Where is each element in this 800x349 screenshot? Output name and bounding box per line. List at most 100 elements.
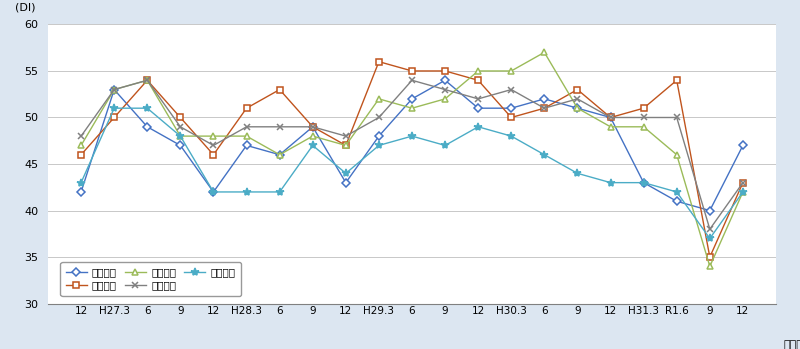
県央地域 [374,60,384,64]
県西地域 [374,143,384,148]
鹿行地域 [308,134,318,138]
県央地域 [275,88,285,92]
県北地域 [539,97,549,101]
鹿行地域 [76,143,86,148]
Line: 県北地域: 県北地域 [78,77,746,213]
県南地域 [573,97,582,101]
県南地域 [672,116,682,120]
鹿行地域 [539,50,549,54]
県南地域 [142,78,152,82]
県南地域 [474,97,483,101]
県南地域 [175,125,185,129]
県北地域 [639,180,649,185]
鹿行地域 [209,134,218,138]
県南地域 [275,125,285,129]
県西地域 [76,180,86,185]
Text: (DI): (DI) [15,2,36,12]
県央地域 [539,106,549,110]
鹿行地域 [440,97,450,101]
県南地域 [639,116,649,120]
県西地域 [573,171,582,176]
県央地域 [175,116,185,120]
県央地域 [242,106,251,110]
県央地域 [308,125,318,129]
県北地域 [209,190,218,194]
県西地域 [639,180,649,185]
鹿行地域 [606,125,615,129]
鹿行地域 [573,106,582,110]
鹿行地域 [639,125,649,129]
県央地域 [474,78,483,82]
県西地域 [539,153,549,157]
県西地域 [142,106,152,110]
県北地域 [374,134,384,138]
県央地域 [76,153,86,157]
県央地域 [639,106,649,110]
県西地域 [275,190,285,194]
Line: 県西地域: 県西地域 [77,104,747,243]
鹿行地域 [672,153,682,157]
県西地域 [738,190,748,194]
鹿行地域 [506,69,516,73]
県北地域 [142,125,152,129]
Legend: 県北地域, 県央地域, 鹿行地域, 県南地域, 県西地域: 県北地域, 県央地域, 鹿行地域, 県南地域, 県西地域 [61,262,241,296]
県央地域 [738,180,748,185]
県北地域 [275,153,285,157]
鹿行地域 [110,88,119,92]
県北地域 [672,199,682,203]
鹿行地域 [474,69,483,73]
県南地域 [341,134,350,138]
県西地域 [506,134,516,138]
県西地域 [606,180,615,185]
県北地域 [242,143,251,148]
県北地域 [474,106,483,110]
県南地域 [606,116,615,120]
県西地域 [242,190,251,194]
県西地域 [175,134,185,138]
県南地域 [76,134,86,138]
県北地域 [738,143,748,148]
県南地域 [374,116,384,120]
県西地域 [341,171,350,176]
県西地域 [110,106,119,110]
鹿行地域 [242,134,251,138]
県西地域 [440,143,450,148]
県央地域 [440,69,450,73]
県北地域 [341,180,350,185]
県南地域 [506,88,516,92]
県南地域 [539,106,549,110]
鹿行地域 [407,106,417,110]
県南地域 [308,125,318,129]
県北地域 [175,143,185,148]
県西地域 [209,190,218,194]
県南地域 [242,125,251,129]
県央地域 [341,143,350,148]
県央地域 [110,116,119,120]
県北地域 [308,125,318,129]
県南地域 [705,227,714,231]
県央地域 [142,78,152,82]
県央地域 [573,88,582,92]
県北地域 [407,97,417,101]
県央地域 [672,78,682,82]
県央地域 [209,153,218,157]
県北地域 [705,208,714,213]
県南地域 [407,78,417,82]
鹿行地域 [275,153,285,157]
県西地域 [308,143,318,148]
県西地域 [474,125,483,129]
県北地域 [440,78,450,82]
Line: 県南地域: 県南地域 [78,77,746,233]
県央地域 [506,116,516,120]
県南地域 [209,143,218,148]
Line: 県央地域: 県央地域 [78,59,746,260]
県央地域 [407,69,417,73]
鹿行地域 [142,78,152,82]
県南地域 [440,88,450,92]
県北地域 [76,190,86,194]
鹿行地域 [341,143,350,148]
鹿行地域 [705,264,714,268]
県南地域 [738,180,748,185]
県北地域 [573,106,582,110]
県西地域 [672,190,682,194]
